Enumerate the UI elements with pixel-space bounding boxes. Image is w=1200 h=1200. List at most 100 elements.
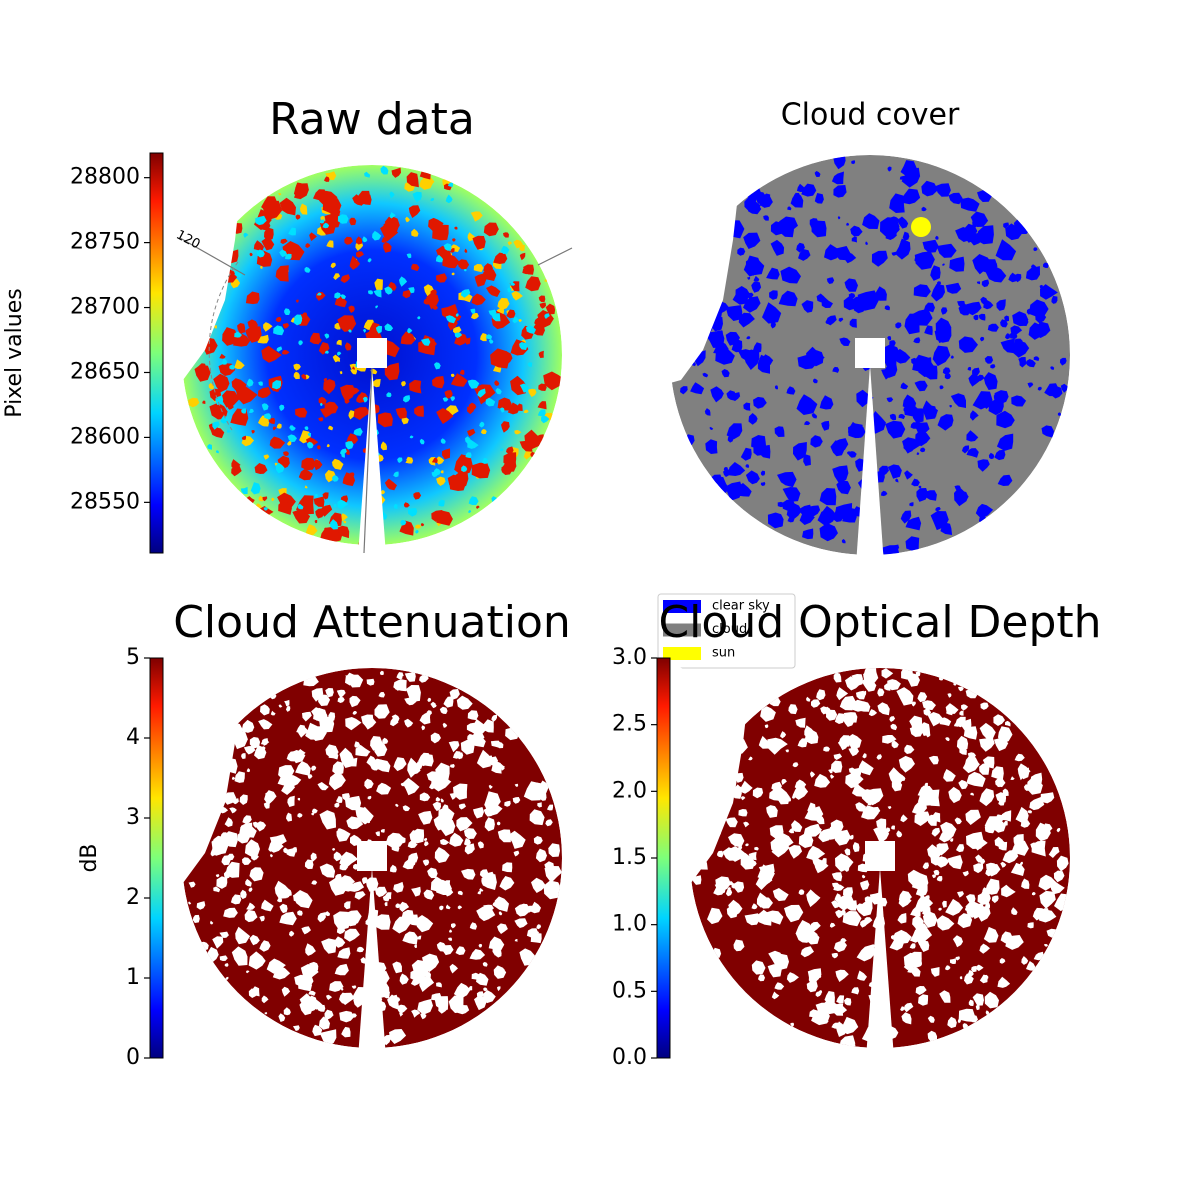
image-blob — [461, 868, 476, 880]
image-blob — [765, 910, 784, 925]
image-blob — [440, 470, 444, 474]
image-blob — [281, 986, 291, 997]
image-blob — [900, 382, 909, 390]
image-blob — [339, 851, 359, 869]
image-blob — [977, 374, 985, 382]
image-blob — [844, 997, 852, 1006]
image-blob — [299, 999, 313, 1016]
image-blob — [774, 982, 785, 990]
image-blob — [831, 1022, 840, 1029]
image-blob — [784, 904, 804, 923]
image-blob — [349, 217, 357, 226]
image-blob — [851, 236, 857, 243]
image-blob — [460, 289, 471, 298]
sky-image — [638, 150, 1070, 565]
image-blob — [903, 1002, 914, 1013]
image-blob — [345, 914, 359, 927]
image-blob — [848, 293, 856, 300]
colorbar-tick-label: 0.5 — [612, 978, 647, 1003]
image-blob — [252, 821, 260, 828]
image-blob — [304, 266, 311, 273]
image-blob — [927, 1030, 937, 1043]
image-blob — [241, 408, 247, 414]
image-blob — [512, 316, 519, 324]
image-blob — [968, 374, 980, 387]
image-blob — [477, 997, 482, 1002]
image-blob — [385, 892, 392, 900]
image-blob — [260, 704, 270, 716]
image-blob — [955, 716, 966, 728]
image-blob — [753, 342, 762, 354]
image-blob — [758, 863, 775, 880]
image-blob — [479, 888, 484, 892]
image-blob — [231, 946, 248, 966]
image-blob — [244, 909, 258, 923]
image-blob — [816, 689, 826, 701]
image-blob — [915, 922, 928, 934]
image-blob — [514, 939, 518, 942]
image-blob — [709, 426, 714, 430]
image-blob — [230, 894, 242, 905]
image-blob — [850, 296, 865, 311]
image-blob — [997, 474, 1013, 486]
image-blob — [889, 413, 897, 421]
image-blob — [442, 722, 448, 728]
image-blob — [474, 995, 487, 1011]
image-blob — [456, 817, 473, 832]
image-blob — [419, 178, 434, 190]
image-blob — [433, 816, 448, 831]
image-blob — [414, 405, 424, 417]
image-blob — [449, 929, 453, 933]
image-blob — [1033, 951, 1044, 961]
image-blob — [272, 380, 282, 390]
image-blob — [743, 402, 751, 411]
image-blob — [804, 421, 811, 426]
image-blob — [978, 313, 986, 321]
image-blob — [1028, 322, 1045, 340]
image-blob — [797, 738, 808, 748]
image-blob — [742, 855, 751, 863]
image-blob — [911, 701, 916, 707]
image-blob — [891, 740, 899, 749]
image-blob — [419, 975, 435, 992]
image-blob — [887, 679, 901, 691]
image-blob — [798, 249, 811, 261]
image-blob — [265, 792, 271, 799]
image-blob — [1001, 884, 1016, 898]
image-blob — [731, 883, 738, 889]
image-blob — [937, 281, 942, 286]
image-blob — [355, 242, 364, 251]
image-blob — [279, 197, 296, 216]
image-blob — [415, 915, 434, 933]
image-blob — [833, 672, 842, 683]
image-blob — [923, 708, 932, 716]
image-blob — [380, 223, 399, 242]
image-blob — [474, 384, 496, 405]
image-blob — [392, 994, 398, 1000]
image-blob — [445, 194, 453, 204]
image-blob — [304, 485, 308, 489]
image-blob — [308, 990, 316, 996]
image-blob — [932, 812, 941, 823]
image-blob — [886, 397, 894, 403]
image-blob — [936, 915, 955, 931]
image-blob — [912, 408, 924, 424]
colorbar — [149, 657, 164, 1059]
image-blob — [264, 227, 274, 242]
image-blob — [911, 723, 921, 732]
image-blob — [1019, 317, 1029, 327]
image-blob — [322, 222, 330, 229]
image-blob — [984, 878, 1000, 895]
image-blob — [833, 941, 847, 953]
image-blob — [1044, 944, 1048, 947]
image-blob — [497, 829, 511, 843]
image-blob — [222, 327, 239, 346]
image-blob — [373, 289, 382, 298]
image-blob — [408, 287, 415, 294]
image-blob — [513, 850, 520, 857]
image-blob — [526, 325, 536, 334]
image-blob — [469, 949, 486, 960]
colorbar-tick-label: 0.0 — [612, 1045, 647, 1070]
image-blob — [340, 448, 347, 456]
image-blob — [317, 912, 326, 923]
